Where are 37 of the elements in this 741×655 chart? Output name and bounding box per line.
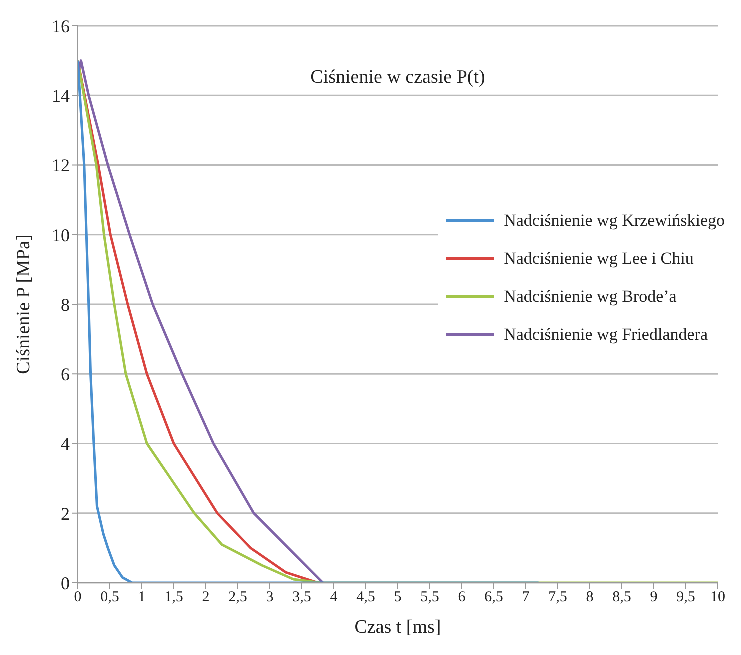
x-tick-label: 4,5: [356, 590, 376, 606]
y-tick-label: 8: [61, 294, 70, 315]
x-tick-label: 3,5: [292, 590, 312, 606]
x-tick-label: 2: [202, 590, 210, 606]
x-tick-label: 2,5: [228, 590, 248, 606]
x-tick-label: 7: [522, 590, 530, 606]
y-tick-label: 16: [52, 16, 70, 36]
y-tick-label: 10: [52, 225, 70, 246]
x-tick-label: 6,5: [484, 590, 504, 606]
y-tick-label: 6: [61, 364, 70, 385]
x-tick-label: 7,5: [548, 590, 568, 606]
x-tick-label: 1,5: [164, 590, 184, 606]
x-tick-label: 3: [266, 590, 274, 606]
x-tick-label: 5: [394, 590, 402, 606]
x-tick-label: 10: [710, 590, 726, 606]
y-tick-label: 4: [61, 434, 70, 454]
y-tick-label: 12: [52, 156, 70, 176]
x-tick-label: 4: [330, 590, 338, 606]
legend-label: Nadciśnienie wg Lee i Chiu: [504, 249, 694, 269]
x-tick-label: 9,5: [676, 590, 696, 606]
y-tick-label: 0: [61, 573, 70, 594]
x-tick-label: 1: [138, 590, 146, 606]
x-tick-label: 9: [650, 590, 658, 606]
x-tick-label: 0: [74, 590, 82, 606]
x-tick-label: 6: [458, 590, 466, 606]
x-tick-label: 8,5: [612, 590, 632, 606]
x-axis-title: Czas t [ms]: [354, 617, 442, 638]
x-tick-label: 8: [586, 590, 594, 606]
legend-label: Nadciśnienie wg Brode’a: [504, 287, 677, 307]
x-tick-label: 5,5: [420, 590, 440, 606]
x-tick-label: 0,5: [100, 590, 120, 606]
y-tick-label: 14: [52, 86, 70, 106]
y-tick-label: 2: [61, 504, 70, 524]
legend-label: Nadciśnienie wg Krzewińskiego: [504, 211, 725, 231]
text: Ciśnienie w czasie P(t): [310, 67, 486, 88]
legend-label: Nadciśnienie wg Friedlandera: [504, 325, 708, 345]
y-axis-title: Ciśnienie P [MPa]: [14, 234, 35, 374]
